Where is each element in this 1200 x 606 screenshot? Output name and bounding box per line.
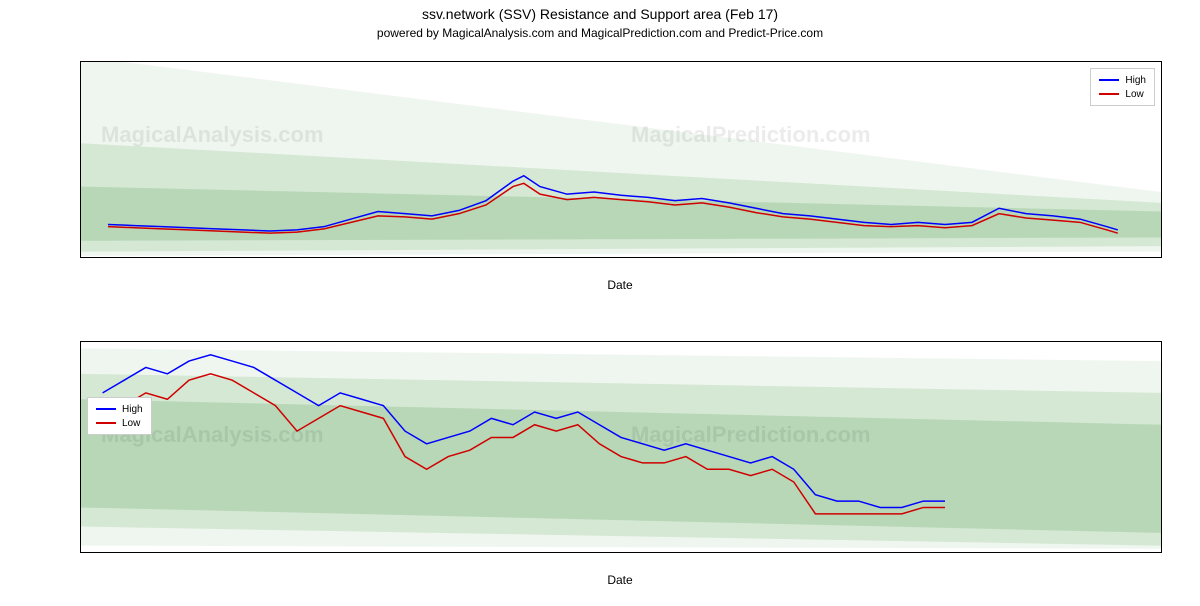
ytick: 100 [80,132,81,143]
legend-row-high: High [1099,73,1146,87]
chart-bottom: Price High Low MagicalAnalysis.com Magic… [80,341,1162,553]
page-title: ssv.network (SSV) Resistance and Support… [0,6,1200,22]
legend-row-high: High [96,402,143,416]
xtick: 2024-12-01 [109,552,160,553]
xtick: 2025-01-01 [423,552,474,553]
xtick: 2023-07 [80,257,99,258]
page-subtitle: powered by MagicalAnalysis.com and Magic… [0,26,1200,40]
ytick: 5 [80,547,81,554]
legend-swatch-high [96,408,116,410]
chart-bottom-svg [81,342,1161,552]
legend-row-low: Low [96,416,143,430]
legend-label-low: Low [122,418,140,429]
xtick: 2024-12-15 [250,552,301,553]
legend-label-high: High [122,404,143,415]
ytick: 150 [80,78,81,89]
ytick: 10 [80,515,81,526]
legend-label-low: Low [1125,89,1143,100]
legend-swatch-low [96,422,116,424]
ytick: 0 [80,241,81,252]
xtick: 2025-03-01 [1049,552,1100,553]
xtick: 2023-11 [279,257,315,258]
chart-top: Price High Low MagicalAnalysis.com Magic… [80,61,1162,258]
xtick: 2024-01 [387,257,424,258]
chart-top-legend: High Low [1090,68,1155,106]
ytick: 30 [80,387,81,398]
legend-row-low: Low [1099,87,1146,101]
xtick: 2025-02-15 [909,552,960,553]
xtick: 2024-09 [819,257,856,258]
chart-bottom-xlabel: Date [607,573,632,587]
chart-top-svg [81,62,1161,257]
xtick: 2023-09 [171,257,208,258]
ytick: 50 [80,187,81,198]
chart-top-xlabel: Date [607,278,632,292]
legend-label-high: High [1125,75,1146,86]
ytick: 25 [80,419,81,430]
xtick: 2024-05 [603,257,640,258]
legend-swatch-high [1099,79,1119,81]
xtick: 2025-01 [1035,257,1072,258]
xtick: 2024-03 [495,257,532,258]
legend-swatch-low [1099,93,1119,95]
xtick: 2025-02-01 [736,552,787,553]
xtick: 2024-07 [711,257,748,258]
xtick: 2025-01-15 [563,552,614,553]
ytick: 20 [80,451,81,462]
ytick: 15 [80,483,81,494]
chart-bottom-legend: High Low [87,397,152,435]
xtick: 2024-11 [927,257,963,258]
xtick: 2025-03 [1143,257,1162,258]
ytick: 35 [80,356,81,367]
